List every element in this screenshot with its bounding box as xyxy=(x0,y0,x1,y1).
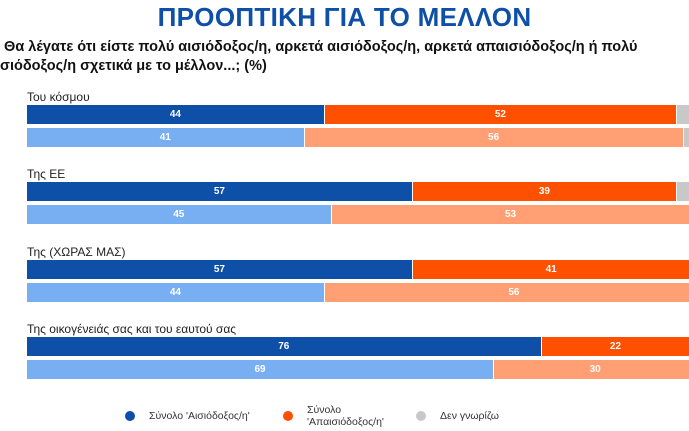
question-text: . Θα λέγατε ότι είστε πολύ αισιόδοξος/η,… xyxy=(0,38,686,76)
bar-optimistic: 45 xyxy=(27,205,332,224)
page-title: ΠΡΟΟΠΤΙΚΗ ΓΙΑ ΤΟ ΜΕΛΛΟΝ xyxy=(157,2,532,32)
bar-optimistic: 44 xyxy=(27,283,325,302)
bar-optimistic: 41 xyxy=(27,128,305,147)
question-line-1: . Θα λέγατε ότι είστε πολύ αισιόδοξος/η,… xyxy=(0,39,638,55)
bar-pessimistic: 53 xyxy=(331,205,689,224)
bar-row: 76 22 xyxy=(27,337,689,356)
bar-row: 44 52 xyxy=(27,105,689,124)
bar-dont-know xyxy=(676,182,689,201)
bar-dont-know xyxy=(683,128,689,147)
group-label: Της οικογένειάς σας και του εαυτού σας xyxy=(27,322,237,336)
bar-pessimistic: 41 xyxy=(412,260,689,279)
bar-row: 69 30 xyxy=(27,360,689,379)
legend-dot-icon xyxy=(125,411,135,421)
bar-optimistic: 57 xyxy=(27,260,413,279)
bar-row: 44 56 xyxy=(27,283,689,302)
bar-pessimistic: 56 xyxy=(304,128,684,147)
legend-item-pessimistic: Σύνολο 'Απαισιόδοξος/η' xyxy=(283,404,397,428)
bar-pessimistic: 30 xyxy=(494,360,689,379)
legend-dot-icon xyxy=(416,411,426,421)
question-line-2: ισιόδοξος/η σχετικά με το μέλλον...; (%) xyxy=(0,58,267,74)
bar-pessimistic: 22 xyxy=(541,337,689,356)
bar-optimistic: 44 xyxy=(27,105,325,124)
legend-item-optimistic: Σύνολο 'Αισιόδοξος/η' xyxy=(125,410,250,422)
bar-pessimistic: 52 xyxy=(324,105,677,124)
legend-item-dont-know: Δεν γνωρίζω xyxy=(416,410,499,422)
bar-row: 41 56 xyxy=(27,128,689,147)
legend-dot-icon xyxy=(283,411,293,421)
bar-row: 57 41 xyxy=(27,260,689,279)
legend-label: Σύνολο 'Απαισιόδοξος/η' xyxy=(307,404,384,428)
group-label: Της ΕΕ xyxy=(27,167,66,181)
bar-optimistic: 69 xyxy=(27,360,495,379)
group-label: Του κόσμου xyxy=(27,90,90,104)
bar-optimistic: 57 xyxy=(27,182,413,201)
bar-row: 45 53 xyxy=(27,205,689,224)
bar-row: 57 39 xyxy=(27,182,689,201)
legend-label: Σύνολο 'Αισιόδοξος/η' xyxy=(149,410,250,422)
legend-label: Δεν γνωρίζω xyxy=(440,410,499,422)
bar-pessimistic: 56 xyxy=(324,283,689,302)
bar-optimistic: 76 xyxy=(27,337,542,356)
group-label: Της (ΧΩΡΑΣ ΜΑΣ) xyxy=(27,245,126,259)
bar-pessimistic: 39 xyxy=(412,182,677,201)
bar-dont-know xyxy=(676,105,689,124)
